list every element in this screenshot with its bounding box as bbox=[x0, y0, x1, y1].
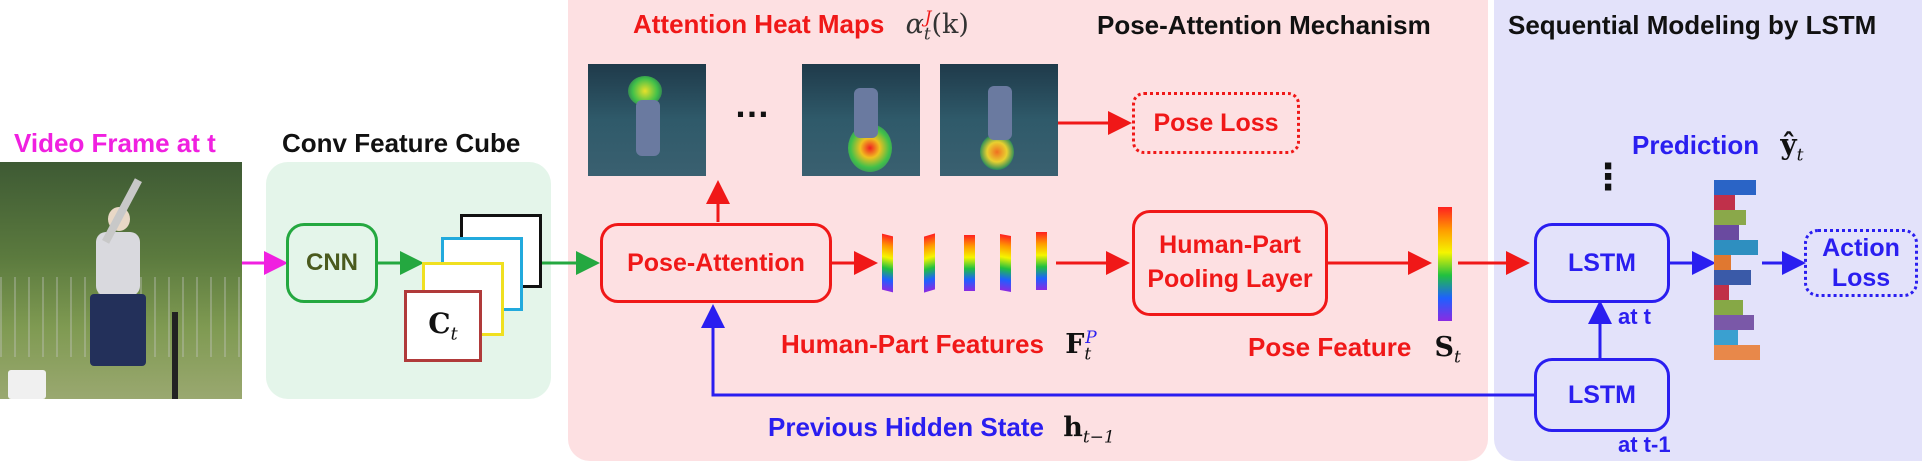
sequential-modeling-title: Sequential Modeling by LSTM bbox=[1508, 10, 1877, 40]
human-part-feature-bar-1 bbox=[882, 233, 893, 293]
ct-box: Ct bbox=[404, 290, 482, 362]
batter-torso bbox=[96, 232, 140, 296]
prediction-label: Prediction bbox=[1632, 130, 1760, 160]
prediction-bar-6 bbox=[1714, 255, 1731, 270]
h-symbol: h bbox=[1063, 412, 1083, 443]
prediction-bar-12 bbox=[1714, 345, 1760, 360]
prediction-bar-3 bbox=[1714, 210, 1746, 225]
at-t-label: at t bbox=[1618, 304, 1651, 329]
fp-sup: P bbox=[1085, 328, 1097, 348]
h-sub: t−1 bbox=[1082, 427, 1115, 448]
pooling-label-line1: Human-Part bbox=[1159, 231, 1301, 260]
video-frame-image bbox=[0, 162, 242, 399]
st-math: St bbox=[1434, 332, 1461, 367]
attention-heat-maps-title: Attention Heat Maps αtJ(k) bbox=[633, 8, 969, 44]
heatmap-thumbnail-2 bbox=[802, 64, 920, 176]
video-frame-label: Video Frame at t bbox=[14, 128, 216, 158]
heatmap-thumbnail-1 bbox=[588, 64, 706, 176]
lstm-t-label: LSTM bbox=[1567, 248, 1637, 277]
prediction-bar-1 bbox=[1714, 180, 1756, 195]
st-symbol: S bbox=[1434, 332, 1455, 363]
prediction-bar-10 bbox=[1714, 315, 1754, 330]
h-math: ht−1 bbox=[1063, 412, 1115, 447]
lstm-t1-box: LSTM bbox=[1534, 358, 1670, 432]
lstm-t-box: LSTM bbox=[1534, 223, 1670, 303]
heatmap-3-figure bbox=[988, 86, 1012, 140]
cnn-label: CNN bbox=[306, 249, 358, 276]
prediction-bar-2 bbox=[1714, 195, 1735, 210]
heatmap-3-hotspot bbox=[980, 134, 1014, 170]
prediction-bar-7 bbox=[1714, 270, 1751, 285]
action-loss-line1: Action bbox=[1822, 234, 1900, 262]
attention-heat-maps-label: Attention Heat Maps bbox=[633, 9, 885, 39]
heatmap-1-figure bbox=[636, 100, 660, 156]
heatmap-thumbnail-3 bbox=[940, 64, 1058, 176]
prediction-bar-11 bbox=[1714, 330, 1738, 345]
yhat-math: ŷt bbox=[1780, 128, 1803, 166]
prediction-bar-9 bbox=[1714, 300, 1743, 315]
human-part-feature-bar-3 bbox=[964, 235, 975, 291]
conv-feature-cube-label: Conv Feature Cube bbox=[282, 128, 521, 158]
prediction-title: Prediction ŷt bbox=[1632, 128, 1804, 166]
batter-legs bbox=[90, 294, 146, 366]
pose-attention-mechanism-title: Pose-Attention Mechanism bbox=[1097, 10, 1431, 40]
previous-hidden-state-label: Previous Hidden State bbox=[768, 412, 1044, 442]
pooling-label-line2: Pooling Layer bbox=[1147, 265, 1313, 293]
cnn-box: CNN bbox=[286, 223, 378, 303]
st-sub: t bbox=[1454, 347, 1461, 368]
ct-sub: t bbox=[450, 323, 458, 345]
yhat-sub: t bbox=[1796, 145, 1804, 166]
prediction-bar-4 bbox=[1714, 225, 1739, 240]
action-loss-line2: Loss bbox=[1831, 264, 1891, 292]
pose-attention-box: Pose-Attention bbox=[600, 223, 832, 303]
action-loss-box: Action Loss bbox=[1804, 229, 1918, 297]
human-part-feature-bar-4 bbox=[1000, 234, 1011, 292]
alpha-sub: t bbox=[923, 24, 931, 45]
prediction-histogram bbox=[1714, 180, 1760, 360]
heatmap-2-figure bbox=[854, 88, 878, 138]
fp-symbol: F bbox=[1065, 329, 1085, 360]
pose-attention-label: Pose-Attention bbox=[627, 248, 805, 277]
arrow-hidden-state-feedback bbox=[701, 304, 1536, 397]
human-part-feature-bar-2 bbox=[924, 233, 935, 293]
pose-loss-label: Pose Loss bbox=[1153, 108, 1279, 137]
yhat-symbol: ŷ bbox=[1780, 128, 1797, 161]
batting-tee bbox=[172, 312, 178, 399]
human-part-pooling-box: Human-Part Pooling Layer bbox=[1132, 210, 1328, 316]
ct-math: Ct bbox=[428, 307, 458, 345]
pose-feature-label: Pose Feature bbox=[1248, 332, 1412, 362]
alpha-glyph: α bbox=[905, 9, 924, 40]
at-t1-label: at t-1 bbox=[1618, 432, 1671, 457]
prediction-bar-8 bbox=[1714, 285, 1729, 300]
fp-sub: t bbox=[1084, 344, 1092, 365]
human-part-features-label: Human-Part Features bbox=[781, 329, 1044, 359]
previous-hidden-state-title: Previous Hidden State ht−1 bbox=[768, 412, 1115, 447]
pose-feature-bar bbox=[1438, 207, 1452, 321]
alpha-arg: (k) bbox=[931, 9, 969, 40]
pose-loss-box: Pose Loss bbox=[1132, 92, 1300, 154]
prediction-bar-5 bbox=[1714, 240, 1758, 255]
lstm-vertical-ellipsis: ⋮ bbox=[1590, 156, 1626, 197]
heatmaps-ellipsis: … bbox=[734, 84, 770, 125]
ct-symbol: C bbox=[428, 307, 451, 341]
pose-feature-title: Pose Feature St bbox=[1248, 332, 1461, 367]
lstm-t1-label: LSTM bbox=[1567, 380, 1637, 409]
alpha-sup: J bbox=[924, 8, 932, 28]
fp-math: FtP bbox=[1065, 328, 1097, 364]
human-part-feature-bar-5 bbox=[1036, 232, 1047, 290]
attention-symbol: αtJ(k) bbox=[905, 8, 969, 44]
human-part-features-title: Human-Part Features FtP bbox=[781, 328, 1097, 364]
bucket bbox=[8, 370, 46, 399]
